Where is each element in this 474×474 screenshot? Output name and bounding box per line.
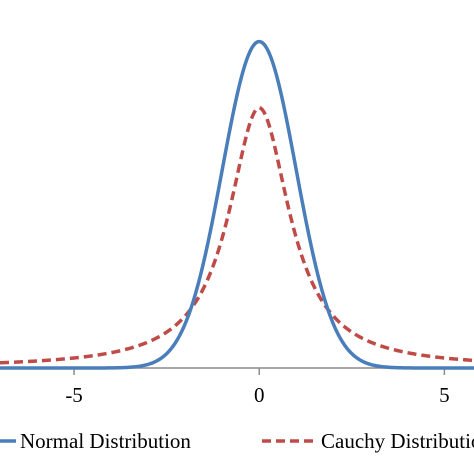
plot-area: -5 0 5 bbox=[0, 39, 474, 407]
legend-label-normal: Normal Distribution bbox=[20, 429, 191, 453]
x-tick-label-0: -5 bbox=[65, 383, 83, 407]
x-ticks bbox=[73, 368, 446, 375]
series-line-cauchy bbox=[0, 106, 474, 365]
legend: Normal Distribution Cauchy Distribution bbox=[0, 429, 474, 453]
x-tick-label-1: 0 bbox=[254, 383, 265, 407]
x-tick-label-2: 5 bbox=[439, 383, 450, 407]
legend-label-cauchy: Cauchy Distribution bbox=[321, 429, 474, 453]
series-line-normal bbox=[0, 39, 474, 370]
legend-entry-normal: Normal Distribution bbox=[0, 429, 191, 453]
x-tick-labels: -5 0 5 bbox=[65, 383, 449, 407]
legend-entry-cauchy: Cauchy Distribution bbox=[262, 429, 474, 453]
